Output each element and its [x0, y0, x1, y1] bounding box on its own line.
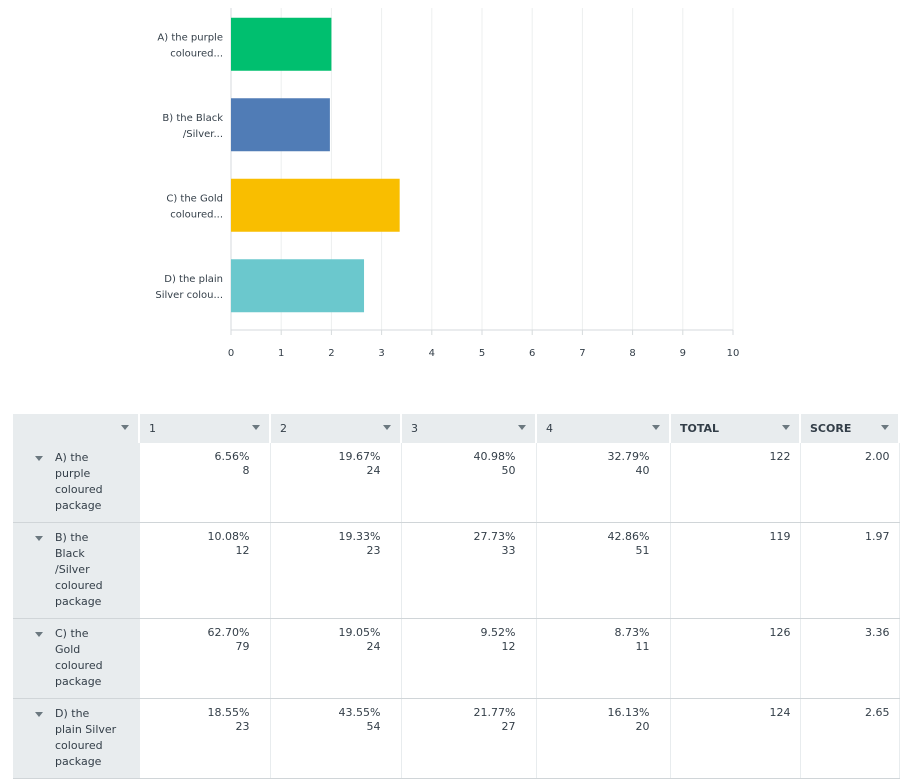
- table-cell: 40.98% 50: [401, 443, 537, 523]
- x-tick-label: 10: [727, 348, 740, 359]
- chevron-down-icon[interactable]: [383, 425, 391, 430]
- row-label[interactable]: C) the Gold coloured package: [13, 618, 140, 699]
- total-cell: 119: [670, 522, 801, 619]
- table-row: D) the plain Silver coloured package 18.…: [13, 698, 900, 779]
- header-column-1[interactable]: 1: [139, 414, 271, 443]
- header-score[interactable]: SCORE: [800, 414, 900, 443]
- chevron-down-icon[interactable]: [35, 536, 43, 541]
- x-tick-label: 0: [228, 348, 234, 359]
- table-cell: 43.55% 54: [270, 698, 402, 779]
- chevron-down-icon[interactable]: [652, 425, 660, 430]
- chevron-down-icon[interactable]: [35, 712, 43, 717]
- table-row: A) the purple coloured package 6.56% 8 19…: [13, 443, 900, 523]
- table-cell: 27.73% 33: [401, 522, 537, 619]
- table-cell: 62.70% 79: [139, 618, 271, 699]
- score-cell: 2.65: [800, 698, 900, 779]
- chevron-down-icon[interactable]: [881, 425, 889, 430]
- row-label[interactable]: D) the plain Silver coloured package: [13, 698, 140, 779]
- row-label[interactable]: A) the purple coloured package: [13, 443, 140, 523]
- score-cell: 2.00: [800, 443, 900, 523]
- x-tick-label: 7: [579, 348, 585, 359]
- table-cell: 19.05% 24: [270, 618, 402, 699]
- total-cell: 122: [670, 443, 801, 523]
- bar[interactable]: [231, 17, 332, 71]
- category-label: A) the purple: [157, 32, 223, 43]
- x-tick-label: 9: [680, 348, 686, 359]
- score-cell: 3.36: [800, 618, 900, 699]
- bar[interactable]: [231, 178, 400, 232]
- table-row: B) the Black /Silver coloured package 10…: [13, 522, 900, 619]
- bar-chart-svg: 0 1 2 3 4 5 6 7 8 9 10 A) the purple coloured... B) t…: [155, 8, 740, 359]
- bar[interactable]: [231, 259, 365, 313]
- table-cell: 18.55% 23: [139, 698, 271, 779]
- bar[interactable]: [231, 98, 330, 152]
- table-cell: 6.56% 8: [139, 443, 271, 523]
- total-cell: 124: [670, 698, 801, 779]
- table-header-row: 1 2 3 4 TOTAL SCORE: [13, 414, 900, 443]
- header-total[interactable]: TOTAL: [670, 414, 801, 443]
- table-cell: 21.77% 27: [401, 698, 537, 779]
- category-label: coloured...: [170, 209, 223, 220]
- x-tick-label: 8: [629, 348, 635, 359]
- category-label: /Silver...: [183, 129, 223, 140]
- table-cell: 10.08% 12: [139, 522, 271, 619]
- chevron-down-icon[interactable]: [518, 425, 526, 430]
- table-cell: 8.73% 11: [536, 618, 671, 699]
- x-tick-label: 6: [529, 348, 535, 359]
- category-label: Silver colou...: [155, 290, 223, 301]
- table-cell: 32.79% 40: [536, 443, 671, 523]
- table-cell: 9.52% 12: [401, 618, 537, 699]
- x-tick-label: 3: [378, 348, 384, 359]
- header-column-2[interactable]: 2: [270, 414, 402, 443]
- bar-chart: 0 1 2 3 4 5 6 7 8 9 10 A) the purple coloured... B) t…: [155, 8, 740, 359]
- total-cell: 126: [670, 618, 801, 699]
- chevron-down-icon[interactable]: [121, 425, 129, 430]
- category-label: coloured...: [170, 48, 223, 59]
- results-table: 1 2 3 4 TOTAL SCORE A) the purple colour…: [13, 414, 900, 779]
- x-tick-label: 5: [479, 348, 485, 359]
- row-label[interactable]: B) the Black /Silver coloured package: [13, 522, 140, 619]
- chevron-down-icon[interactable]: [782, 425, 790, 430]
- chevron-down-icon[interactable]: [35, 456, 43, 461]
- x-tick-label: 4: [429, 348, 435, 359]
- score-cell: 1.97: [800, 522, 900, 619]
- category-label: D) the plain: [164, 274, 223, 285]
- x-tick-label: 1: [278, 348, 284, 359]
- header-column-3[interactable]: 3: [401, 414, 537, 443]
- chevron-down-icon[interactable]: [35, 632, 43, 637]
- header-column-4[interactable]: 4: [536, 414, 671, 443]
- table-cell: 19.67% 24: [270, 443, 402, 523]
- category-label: B) the Black: [162, 113, 223, 124]
- table-row: C) the Gold coloured package 62.70% 79 19…: [13, 618, 900, 699]
- chevron-down-icon[interactable]: [252, 425, 260, 430]
- table-cell: 19.33% 23: [270, 522, 402, 619]
- category-label: C) the Gold: [166, 193, 223, 204]
- header-label-column[interactable]: [13, 414, 140, 443]
- table-cell: 42.86% 51: [536, 522, 671, 619]
- x-tick-label: 2: [328, 348, 334, 359]
- table-cell: 16.13% 20: [536, 698, 671, 779]
